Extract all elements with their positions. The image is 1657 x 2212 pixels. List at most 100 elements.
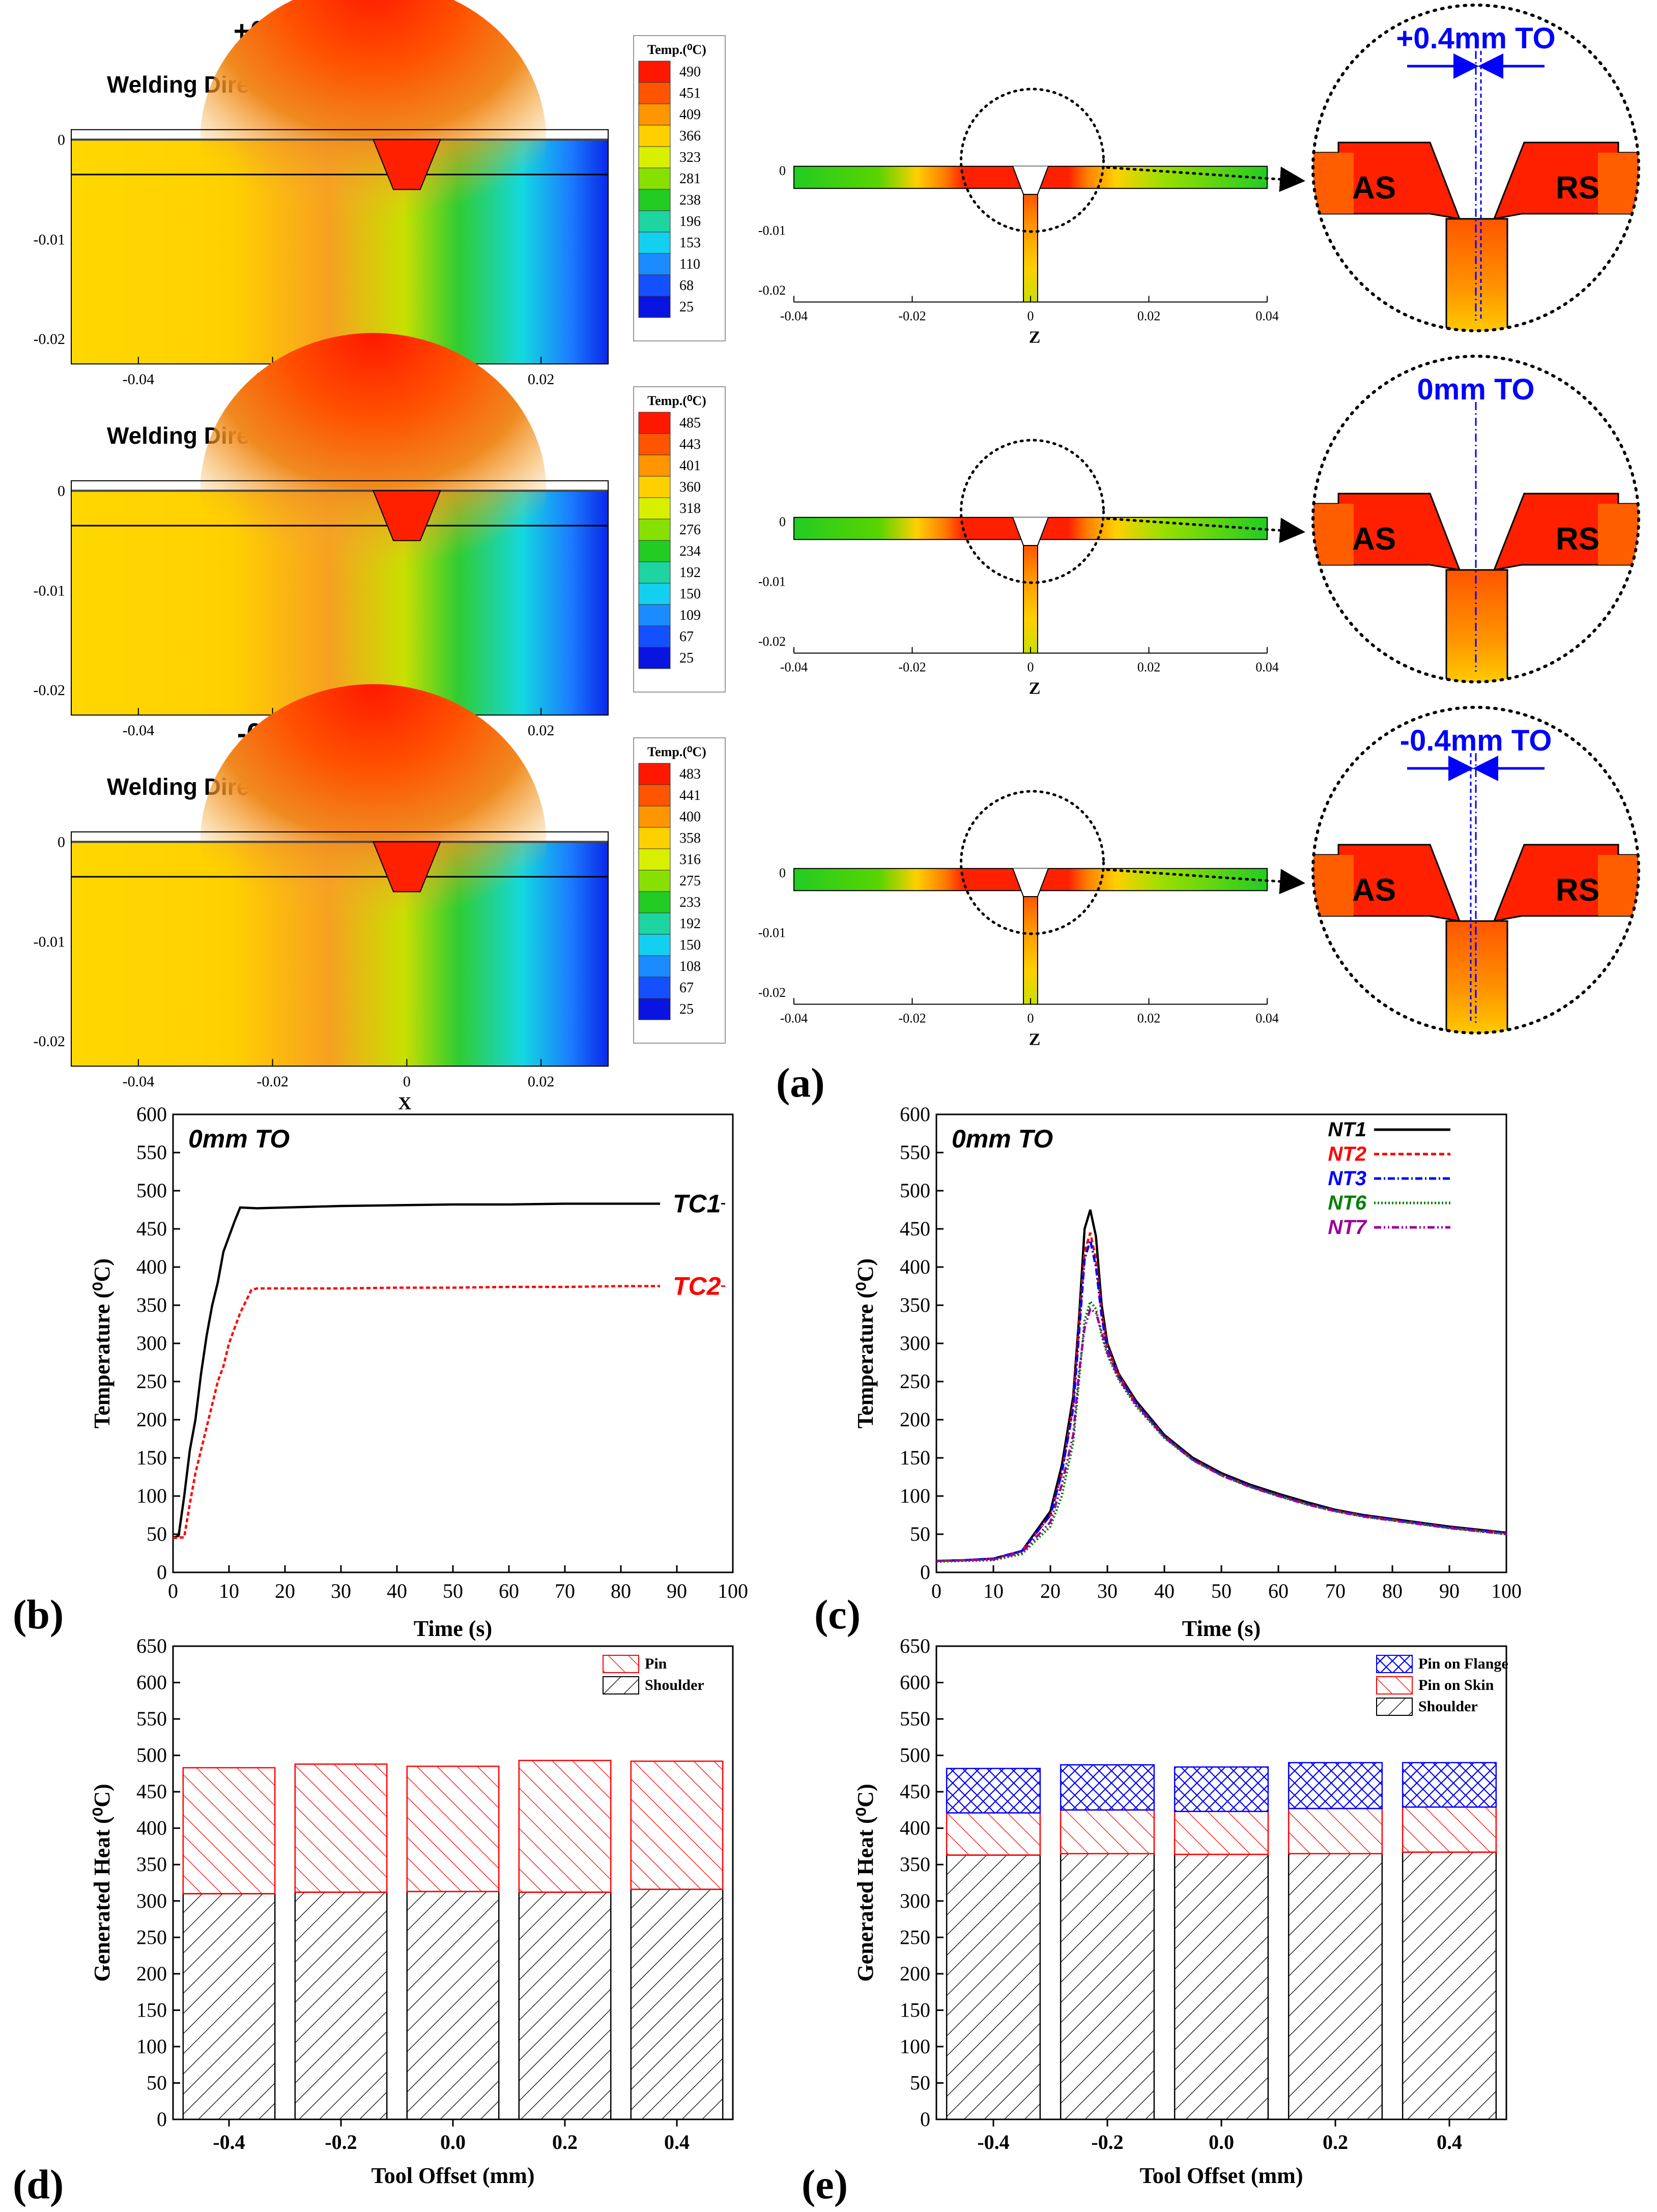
panel-label-d: (d) <box>13 2161 64 2207</box>
y-tick-label: 450 <box>900 1217 930 1240</box>
y-tick-label: 0 <box>58 482 65 499</box>
panel-label-a: (a) <box>776 1059 825 1106</box>
category-label: 0.0 <box>1209 2131 1234 2153</box>
category-label: 0.4 <box>664 2131 690 2153</box>
y-tick-label: 50 <box>910 2071 930 2094</box>
legend-value: 276 <box>679 522 701 538</box>
z-tick-label: -0.04 <box>780 660 808 675</box>
chart-annotation: 0mm TO <box>188 1125 290 1153</box>
legend-value: 281 <box>679 171 701 187</box>
y-tick-label: -0.02 <box>34 682 66 699</box>
zoom-offset-label: +0.4mm TO <box>1396 22 1555 55</box>
x-tick-label: 50 <box>1211 1579 1232 1602</box>
panel-label-b: (b) <box>13 1591 64 1638</box>
y-tick-label: -0.01 <box>758 926 786 940</box>
y-tick-label: 0 <box>157 2108 167 2131</box>
y-tick-label: 350 <box>900 1853 930 1876</box>
z-axis-label: Z <box>1029 679 1041 698</box>
bar-shoulder <box>1288 1853 1383 2120</box>
bar-pin-on-flange <box>1174 1766 1269 1813</box>
rs-label: RS <box>1556 522 1599 557</box>
y-tick-label: 550 <box>900 1707 930 1730</box>
series-line-NT2 <box>936 1232 1507 1562</box>
legend-entry: Shoulder <box>645 1677 704 1693</box>
y-tick-label: 100 <box>900 1484 930 1507</box>
legend-value: 67 <box>679 980 694 996</box>
x-axis-label: Time (s) <box>1182 1616 1261 1641</box>
legend-value: 366 <box>679 128 701 144</box>
rs-label: RS <box>1556 170 1599 206</box>
x-axis-label: X <box>398 1093 411 1113</box>
z-tick-label: 0 <box>1027 1011 1034 1026</box>
z-tick-label: 0 <box>1027 309 1034 324</box>
y-tick-label: -0.02 <box>758 985 786 1000</box>
category-label: 0.0 <box>440 2131 466 2153</box>
bar-pin-on-skin <box>1174 1811 1269 1855</box>
x-tick-label: 30 <box>331 1579 351 1602</box>
y-axis-label: Temperature (⁰C) <box>90 1258 115 1428</box>
y-tick-label: 550 <box>136 1141 167 1164</box>
y-tick-label: 350 <box>136 1294 167 1316</box>
z-axis-label: Z <box>1029 1030 1041 1049</box>
y-tick-label: 550 <box>136 1707 167 1730</box>
x-tick-label: -0.04 <box>123 722 155 739</box>
chart-c: 050100150200250300350400450500550600Temp… <box>853 1103 1522 1641</box>
bar-pin-on-flange <box>1402 1762 1497 1808</box>
legend-value: 485 <box>679 415 701 431</box>
series-line-TC2 <box>173 1285 660 1539</box>
legend-entry: NT2 <box>1328 1143 1366 1165</box>
z-axis-label: Z <box>1029 328 1041 347</box>
y-tick-label: -0.02 <box>758 634 786 649</box>
y-tick-label: -0.01 <box>758 574 786 589</box>
bar-pin <box>518 1760 612 1893</box>
legend-value: 67 <box>679 629 694 645</box>
y-tick-label: 50 <box>147 2071 167 2094</box>
zoom-detail: AS RS +0.4mm TO <box>1311 4 1640 332</box>
rs-label: RS <box>1556 873 1599 908</box>
x-tick-label: 20 <box>1040 1579 1061 1602</box>
y-tick-label: -0.01 <box>758 223 786 238</box>
legend-value: 360 <box>679 479 701 495</box>
legend-value: 443 <box>679 437 701 452</box>
y-tick-label: 600 <box>900 1671 930 1694</box>
legend-entry: NT1 <box>1328 1118 1366 1141</box>
y-tick-label: 0 <box>920 2108 930 2131</box>
x-tick-label: 40 <box>387 1579 407 1602</box>
category-label: 0.2 <box>1323 2131 1348 2153</box>
y-tick-label: 150 <box>900 1998 930 2021</box>
series-line-NT7 <box>936 1307 1507 1562</box>
z-tick-label: 0 <box>1027 660 1034 675</box>
bar-pin-on-flange <box>946 1768 1041 1814</box>
y-tick-label: 350 <box>136 1853 167 1876</box>
x-tick-label: 0.02 <box>528 1073 555 1090</box>
x-tick-label: 0.02 <box>528 722 555 739</box>
panel-label-c: (c) <box>814 1591 861 1638</box>
as-label: AS <box>1352 522 1396 557</box>
y-tick-label: 450 <box>136 1217 167 1240</box>
series-line-NT1 <box>936 1209 1507 1562</box>
zoom-pointer <box>1106 166 1305 192</box>
zoom-offset-label: -0.4mm TO <box>1400 724 1552 757</box>
legend-value: 323 <box>679 150 701 165</box>
y-tick-label: -0.02 <box>758 283 786 298</box>
zoom-pointer <box>1106 868 1305 895</box>
legend-value: 358 <box>679 830 701 846</box>
legend-value: 110 <box>679 256 700 272</box>
z-tick-label: -0.04 <box>780 1011 808 1026</box>
legend-title: Temp.(⁰C) <box>647 42 706 57</box>
y-tick-label: 400 <box>900 1817 930 1840</box>
legend-value: 233 <box>679 895 701 910</box>
y-tick-label: 0 <box>779 163 786 178</box>
legend-value: 451 <box>679 85 701 101</box>
legend-value: 25 <box>679 299 694 315</box>
x-tick-label: 0 <box>168 1579 178 1602</box>
longitudinal-contour: -0.04 -0.02 0 0.02 0.04 0 -0.01 -0.02 Z <box>758 439 1305 698</box>
x-tick-label: 10 <box>219 1579 239 1602</box>
y-tick-label: -0.01 <box>34 231 66 248</box>
legend-swatch <box>1376 1698 1413 1716</box>
legend-value: 150 <box>679 937 701 953</box>
y-tick-label: 150 <box>136 1998 167 2021</box>
bar-pin-on-skin <box>946 1812 1041 1856</box>
bar-pin-on-flange <box>1288 1762 1383 1809</box>
